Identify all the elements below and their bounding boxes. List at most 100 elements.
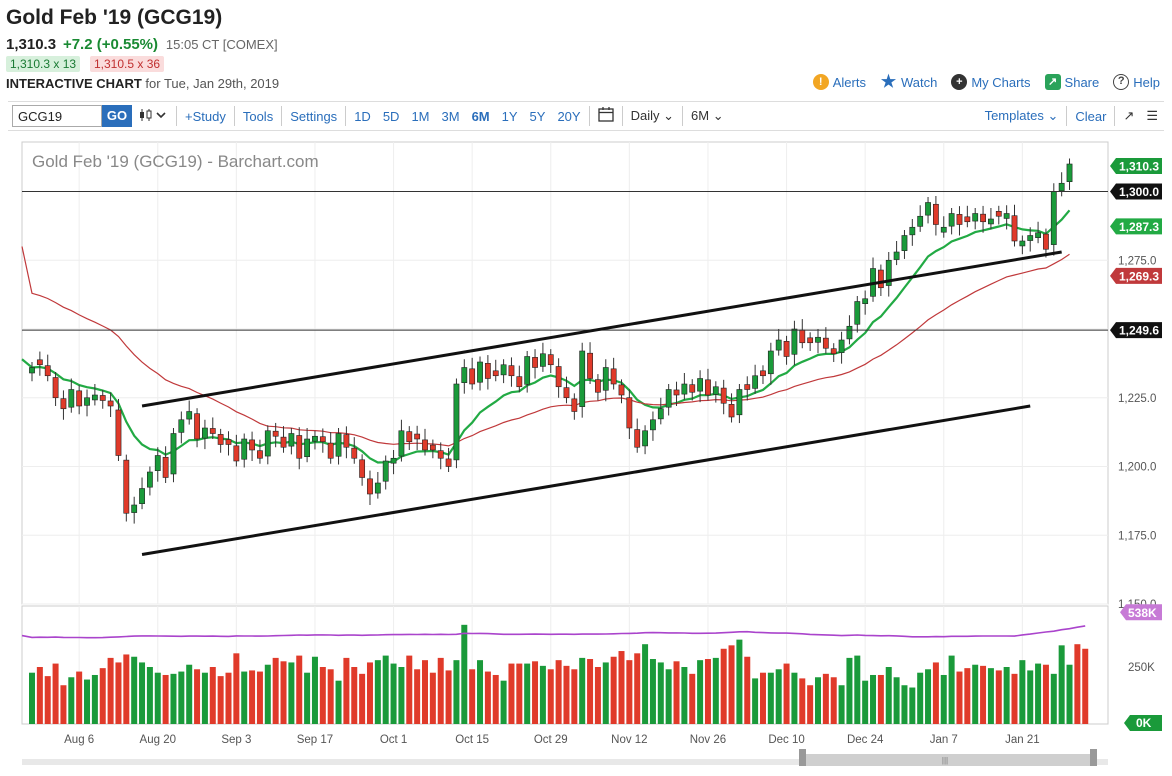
- chart-area[interactable]: Gold Feb '19 (GCG19) - Barchart.com 1,15…: [0, 132, 1172, 776]
- interval-label: Daily: [630, 108, 660, 123]
- candle: [406, 426, 413, 450]
- candle: [736, 384, 743, 424]
- volume-bar: [36, 667, 43, 724]
- price-chart[interactable]: Gold Feb '19 (GCG19) - Barchart.com 1,15…: [0, 132, 1172, 771]
- candle: [147, 466, 153, 496]
- volume-bar: [799, 678, 806, 724]
- volume-bar: [99, 668, 106, 724]
- symbol-input[interactable]: [12, 105, 102, 127]
- volume-bar: [398, 667, 405, 724]
- volume-tick-label: 250K: [1128, 662, 1155, 674]
- watch-button[interactable]: ★ Watch: [880, 73, 938, 90]
- candle: [689, 379, 696, 401]
- clear-button[interactable]: Clear: [1075, 108, 1107, 124]
- volume-bar: [728, 645, 735, 724]
- chart-type-selector[interactable]: [132, 108, 174, 125]
- bid-quote: 1,310.3 x 13: [6, 56, 81, 72]
- add-study-button[interactable]: +Study: [185, 108, 226, 124]
- volume-bar: [264, 664, 271, 724]
- level-tag: 1,249.6: [1110, 322, 1162, 339]
- y-tick-label: 1,275.0: [1118, 255, 1156, 267]
- watch-label: Watch: [900, 74, 938, 90]
- scrollbar-handle-right[interactable]: [1090, 749, 1097, 766]
- volume-bar: [233, 653, 240, 724]
- volume-bar: [29, 672, 35, 724]
- menu-button[interactable]: ☰: [1140, 108, 1164, 124]
- volume-bar: [854, 655, 861, 724]
- draw-tool-button[interactable]: ↗: [1117, 108, 1140, 124]
- period-1d[interactable]: 1D: [354, 108, 371, 124]
- templates-button[interactable]: Templates ⌄: [979, 108, 1065, 124]
- last-price: 1,310.3: [6, 36, 57, 53]
- chart-title: Gold Feb '19 (GCG19) - Barchart.com: [32, 152, 319, 171]
- volume-bar: [256, 671, 263, 724]
- candle: [972, 208, 979, 230]
- candle: [492, 359, 499, 382]
- candle: [44, 354, 51, 382]
- period-5d[interactable]: 5D: [382, 108, 400, 124]
- period-3m[interactable]: 3M: [441, 108, 460, 124]
- volume-bar: [712, 657, 719, 724]
- settings-button[interactable]: Settings: [290, 108, 338, 124]
- candle: [807, 332, 814, 351]
- volume-bar: [68, 677, 75, 724]
- candle: [877, 264, 884, 296]
- candle: [115, 398, 122, 461]
- x-tick-label: Oct 15: [455, 734, 489, 746]
- volume-bar: [626, 660, 633, 724]
- candle: [327, 432, 334, 464]
- period-5y[interactable]: 5Y: [529, 108, 546, 124]
- volume-bar: [532, 661, 539, 724]
- svg-text:1,249.6: 1,249.6: [1119, 324, 1159, 338]
- volume-bar: [366, 662, 373, 724]
- volume-bar: [571, 669, 578, 724]
- period-1y[interactable]: 1Y: [501, 108, 518, 124]
- volume-bar: [980, 665, 987, 724]
- calendar-icon: [597, 107, 614, 122]
- volume-bar: [217, 676, 224, 724]
- share-button[interactable]: ↗ Share: [1044, 74, 1099, 90]
- period-1m[interactable]: 1M: [411, 108, 430, 124]
- help-button[interactable]: ? Help: [1113, 74, 1160, 90]
- date-range-button[interactable]: [592, 107, 620, 125]
- candle: [822, 327, 829, 354]
- volume-bar: [838, 685, 845, 724]
- candle: [571, 393, 578, 420]
- alerts-button[interactable]: ! Alerts: [812, 74, 866, 90]
- candle: [940, 216, 947, 238]
- candle: [225, 431, 232, 456]
- volume-bar: [681, 667, 688, 724]
- period-20y[interactable]: 20Y: [557, 108, 581, 124]
- tools-button[interactable]: Tools: [242, 108, 274, 124]
- candle: [194, 408, 200, 448]
- candle: [178, 411, 185, 444]
- candle: [272, 422, 279, 448]
- volume-bar: [280, 661, 287, 724]
- candle: [429, 439, 436, 459]
- scrollbar[interactable]: |||: [22, 749, 1108, 766]
- quote-time: 15:05 CT [COMEX]: [165, 37, 278, 52]
- candle: [477, 356, 483, 391]
- candle: [932, 196, 939, 236]
- candle: [705, 368, 711, 401]
- candle: [453, 378, 460, 469]
- date-axis: Aug 6 Aug 20 Sep 3 Sep 17 Oct 1 Oct 15 Oct 29 N…: [64, 734, 1039, 746]
- go-button[interactable]: GO: [102, 105, 132, 127]
- candle: [68, 378, 75, 413]
- my-charts-button[interactable]: + My Charts: [951, 74, 1031, 90]
- scrollbar-thumb[interactable]: [802, 754, 1096, 766]
- volume-bar: [115, 662, 122, 724]
- candle: [36, 351, 43, 376]
- candle: [1058, 172, 1065, 197]
- candle: [139, 477, 145, 510]
- chart-toolbar: GO +Study Tools Settings 1D 5D 1M 3M 6M …: [8, 101, 1164, 131]
- period-6m[interactable]: 6M: [471, 108, 490, 124]
- scrollbar-handle-left[interactable]: [799, 749, 806, 766]
- candle: [131, 496, 138, 524]
- svg-text:1,310.3: 1,310.3: [1119, 160, 1159, 174]
- interval-select[interactable]: Daily ⌄: [625, 108, 680, 124]
- candle: [634, 418, 641, 453]
- range-select[interactable]: 6M ⌄: [685, 108, 730, 124]
- candle: [123, 454, 130, 522]
- action-bar: ! Alerts ★ Watch + My Charts ↗ Share ? Help: [812, 73, 1160, 90]
